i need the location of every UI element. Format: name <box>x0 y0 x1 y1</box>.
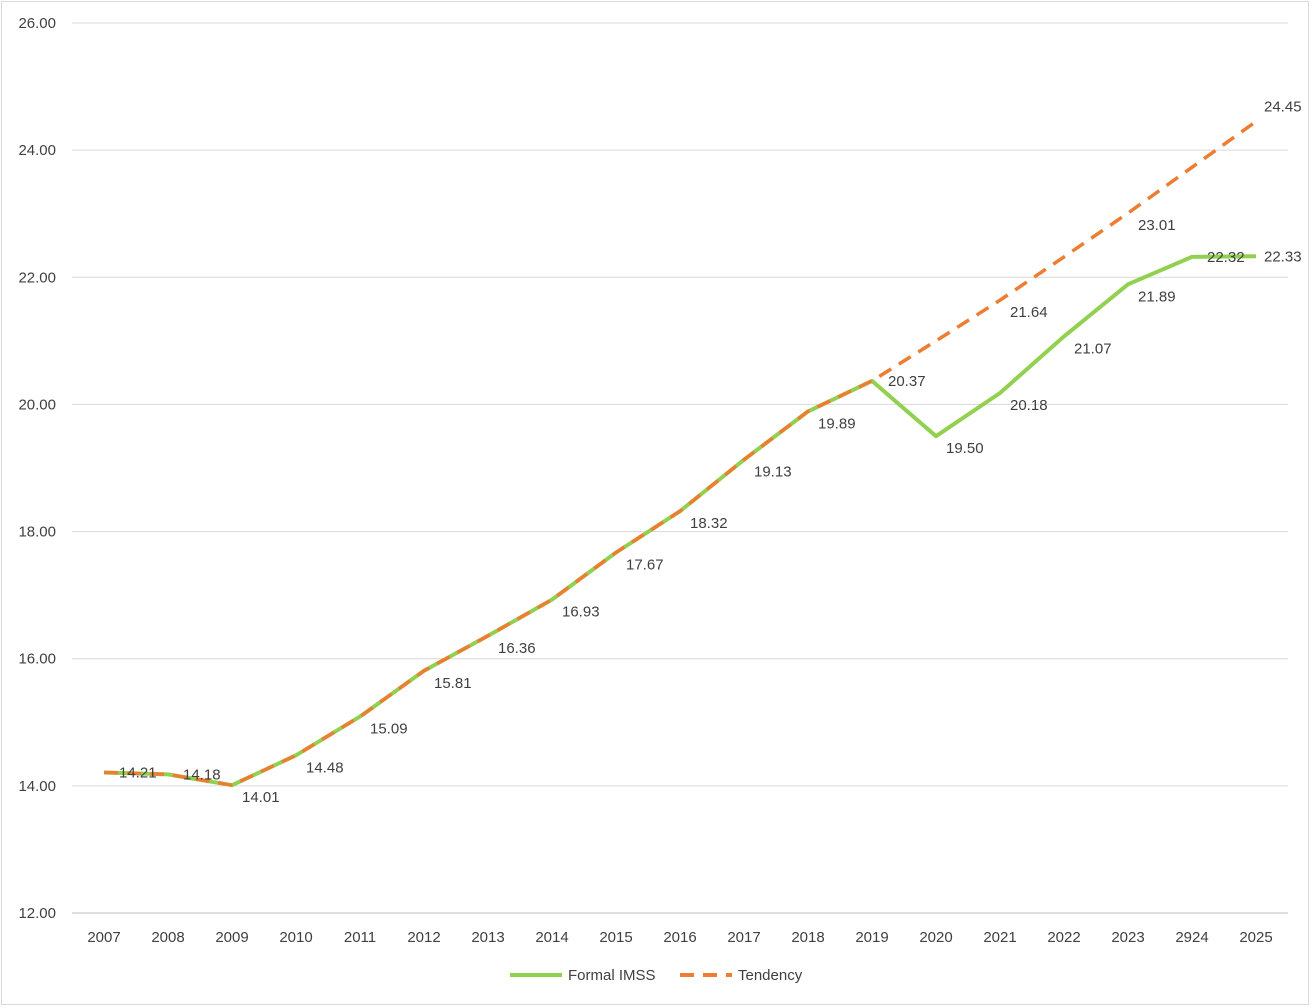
x-tick-label: 2008 <box>151 929 184 946</box>
data-label: 21.89 <box>1138 288 1176 305</box>
x-tick-label: 2025 <box>1239 929 1272 946</box>
data-label: 15.09 <box>370 721 408 738</box>
x-tick-label: 2010 <box>279 929 312 946</box>
data-label: 14.21 <box>119 765 157 782</box>
data-label: 21.07 <box>1074 340 1112 357</box>
data-label: 15.81 <box>434 675 472 692</box>
x-tick-label: 2023 <box>1111 929 1144 946</box>
data-label: 22.33 <box>1264 248 1302 265</box>
data-label: 14.18 <box>183 766 221 783</box>
data-label: 19.50 <box>946 440 984 457</box>
x-tick-label: 2018 <box>791 929 824 946</box>
x-tick-label: 2009 <box>215 929 248 946</box>
x-tick-label: 2019 <box>855 929 888 946</box>
series-line-tendency <box>103 120 1258 787</box>
data-label: 20.18 <box>1010 397 1048 414</box>
y-tick-label: 14.00 <box>18 778 56 795</box>
series-line-formal-imss <box>103 254 1257 788</box>
x-tick-label: 2014 <box>535 929 568 946</box>
data-label: 14.48 <box>306 759 344 776</box>
x-tick-label: 2015 <box>599 929 632 946</box>
data-label: 20.37 <box>888 373 926 390</box>
y-tick-label: 20.00 <box>18 396 56 413</box>
data-label: 22.32 <box>1207 249 1245 266</box>
y-tick-label: 12.00 <box>18 905 56 922</box>
x-tick-label: 2016 <box>663 929 696 946</box>
data-label: 19.13 <box>754 464 792 481</box>
x-tick-label: 2924 <box>1175 929 1208 946</box>
y-tick-label: 18.00 <box>18 524 56 541</box>
x-tick-label: 2011 <box>344 929 376 946</box>
data-label: 16.93 <box>562 604 600 621</box>
x-tick-label: 2022 <box>1047 929 1080 946</box>
x-tick-label: 2007 <box>87 929 120 946</box>
x-tick-label: 2013 <box>471 929 504 946</box>
data-label: 17.67 <box>626 557 664 574</box>
x-tick-label: 2012 <box>407 929 440 946</box>
x-tick-label: 2020 <box>919 929 952 946</box>
legend-label: Formal IMSS <box>568 967 656 984</box>
y-tick-label: 26.00 <box>18 15 56 32</box>
y-tick-label: 16.00 <box>18 651 56 668</box>
legend-label: Tendency <box>738 967 803 984</box>
data-label: 21.64 <box>1010 304 1048 321</box>
x-tick-label: 2017 <box>727 929 760 946</box>
data-label: 24.45 <box>1264 99 1302 116</box>
data-label: 14.01 <box>242 789 280 806</box>
data-label: 23.01 <box>1138 217 1176 234</box>
data-label: 19.89 <box>818 415 856 432</box>
data-label: 16.36 <box>498 640 536 657</box>
data-label: 18.32 <box>690 515 728 532</box>
y-tick-label: 24.00 <box>18 142 56 159</box>
y-tick-label: 22.00 <box>18 269 56 286</box>
x-tick-label: 2021 <box>983 929 1016 946</box>
